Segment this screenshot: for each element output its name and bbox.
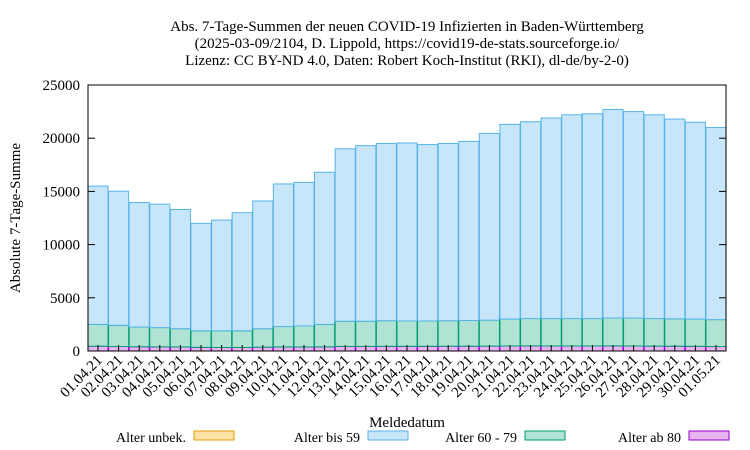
legend-swatch-alter-unbek- bbox=[193, 430, 235, 441]
bar-alter-60-79-25 bbox=[602, 317, 624, 347]
bar-alter-60-79-1 bbox=[108, 324, 130, 348]
x-axis: 01.04.2102.04.2103.04.2104.04.2105.04.21… bbox=[57, 345, 724, 401]
y-tick-label: 25000 bbox=[43, 78, 81, 94]
bar-alter-60-79-0 bbox=[87, 323, 109, 347]
bar-alter-60-79-29 bbox=[684, 318, 706, 347]
bar-alter-bis-59-23 bbox=[561, 114, 583, 320]
bar-alter-bis-59-4 bbox=[169, 208, 191, 330]
legend-swatch-alter-60-79 bbox=[524, 430, 566, 441]
bar-alter-60-79-27 bbox=[643, 318, 665, 347]
bar-alter-60-79-7 bbox=[231, 330, 253, 348]
bar-alter-bis-59-12 bbox=[334, 148, 356, 322]
bar-alter-bis-59-25 bbox=[602, 108, 624, 319]
chart-title-line-3: Lizenz: CC BY-ND 4.0, Daten: Robert Koch… bbox=[185, 53, 629, 69]
legend-swatch-alter-bis-59 bbox=[367, 430, 409, 441]
legend-label-alter-60-79: Alter 60 - 79 bbox=[445, 431, 517, 446]
bar-alter-60-79-4 bbox=[169, 328, 191, 348]
bar-alter-bis-59-29 bbox=[684, 121, 706, 320]
bar-alter-60-79-17 bbox=[437, 320, 459, 347]
legend-label-alter-bis-59: Alter bis 59 bbox=[294, 431, 360, 446]
legend: Alter unbek. Alter bis 59 Alter 60 - 79 Alt… bbox=[116, 430, 730, 446]
bar-alter-bis-59-30 bbox=[705, 127, 727, 321]
legend-label-alter-unbek-: Alter unbek. bbox=[116, 431, 186, 446]
bar-alter-60-79-20 bbox=[499, 318, 521, 347]
bar-alter-bis-59-14 bbox=[375, 143, 397, 322]
bar-alter-60-79-2 bbox=[128, 326, 150, 348]
y-tick-label: 5000 bbox=[50, 291, 80, 307]
plot-frame bbox=[87, 84, 727, 352]
y-tick-label: 15000 bbox=[43, 184, 81, 200]
bar-alter-bis-59-21 bbox=[520, 121, 542, 320]
bar-alter-bis-59-11 bbox=[314, 171, 336, 325]
y-tick-label: 20000 bbox=[43, 131, 81, 147]
y-tick-label: 0 bbox=[73, 344, 81, 360]
bar-alter-60-79-16 bbox=[417, 320, 439, 347]
bar-alter-bis-59-2 bbox=[128, 202, 150, 328]
bar-alter-bis-59-27 bbox=[643, 114, 665, 320]
bar-alter-60-79-22 bbox=[540, 318, 562, 347]
bar-alter-bis-59-26 bbox=[623, 111, 645, 319]
bar-alter-60-79-15 bbox=[396, 320, 418, 347]
bar-alter-bis-59-10 bbox=[293, 181, 315, 327]
bar-alter-bis-59-7 bbox=[231, 212, 253, 332]
bar-alter-60-79-11 bbox=[314, 323, 336, 348]
bar-alter-bis-59-20 bbox=[499, 123, 521, 320]
bar-alter-bis-59-13 bbox=[355, 145, 377, 322]
bar-alter-bis-59-18 bbox=[458, 140, 480, 321]
y-axis-label: Absolute 7-Tage-Summe bbox=[8, 143, 24, 294]
bar-alter-60-79-6 bbox=[211, 330, 233, 348]
chart-title-line-2: (2025-03-09/2104, D. Lippold, https://co… bbox=[195, 36, 620, 52]
bar-alter-60-79-24 bbox=[581, 318, 603, 347]
bar-alter-60-79-30 bbox=[705, 319, 727, 348]
bar-alter-bis-59-0 bbox=[87, 185, 109, 325]
bar-alter-60-79-3 bbox=[149, 327, 171, 348]
bar-alter-60-79-19 bbox=[478, 319, 500, 347]
bar-alter-bis-59-5 bbox=[190, 222, 212, 332]
legend-label-alter-ab-80: Alter ab 80 bbox=[618, 431, 681, 446]
bar-alter-bis-59-6 bbox=[211, 219, 233, 332]
bar-alter-60-79-12 bbox=[334, 320, 356, 347]
bar-alter-60-79-5 bbox=[190, 330, 212, 348]
bar-alter-60-79-9 bbox=[272, 326, 294, 348]
bar-alter-bis-59-1 bbox=[108, 190, 130, 326]
y-tick-label: 10000 bbox=[43, 238, 81, 254]
y-axis: 0 5000 10000 15000 20000 25000 bbox=[43, 78, 726, 360]
bar-alter-bis-59-17 bbox=[437, 143, 459, 322]
bar-alter-60-79-23 bbox=[561, 318, 583, 347]
bar-alter-60-79-8 bbox=[252, 328, 274, 348]
bar-alter-60-79-13 bbox=[355, 320, 377, 347]
bar-alter-bis-59-15 bbox=[396, 142, 418, 322]
bar-alter-60-79-26 bbox=[623, 317, 645, 347]
bar-alter-60-79-21 bbox=[520, 318, 542, 347]
bar-alter-bis-59-3 bbox=[149, 203, 171, 329]
bar-alter-bis-59-9 bbox=[272, 183, 294, 328]
bar-alter-bis-59-19 bbox=[478, 132, 500, 321]
bars-layer bbox=[87, 108, 727, 352]
bar-alter-bis-59-24 bbox=[581, 113, 603, 320]
bar-alter-bis-59-8 bbox=[252, 200, 274, 330]
bar-alter-bis-59-16 bbox=[417, 144, 439, 322]
bar-alter-60-79-14 bbox=[375, 320, 397, 347]
x-axis-label: Meldedatum bbox=[369, 415, 445, 431]
bar-alter-60-79-28 bbox=[664, 318, 686, 347]
bar-alter-bis-59-28 bbox=[664, 118, 686, 320]
bar-alter-60-79-10 bbox=[293, 325, 315, 348]
chart-title-line-1: Abs. 7-Tage-Summen der neuen COVID-19 In… bbox=[170, 19, 644, 35]
bar-alter-bis-59-22 bbox=[540, 117, 562, 320]
bar-alter-60-79-18 bbox=[458, 319, 480, 347]
legend-swatch-alter-ab-80 bbox=[688, 430, 730, 441]
